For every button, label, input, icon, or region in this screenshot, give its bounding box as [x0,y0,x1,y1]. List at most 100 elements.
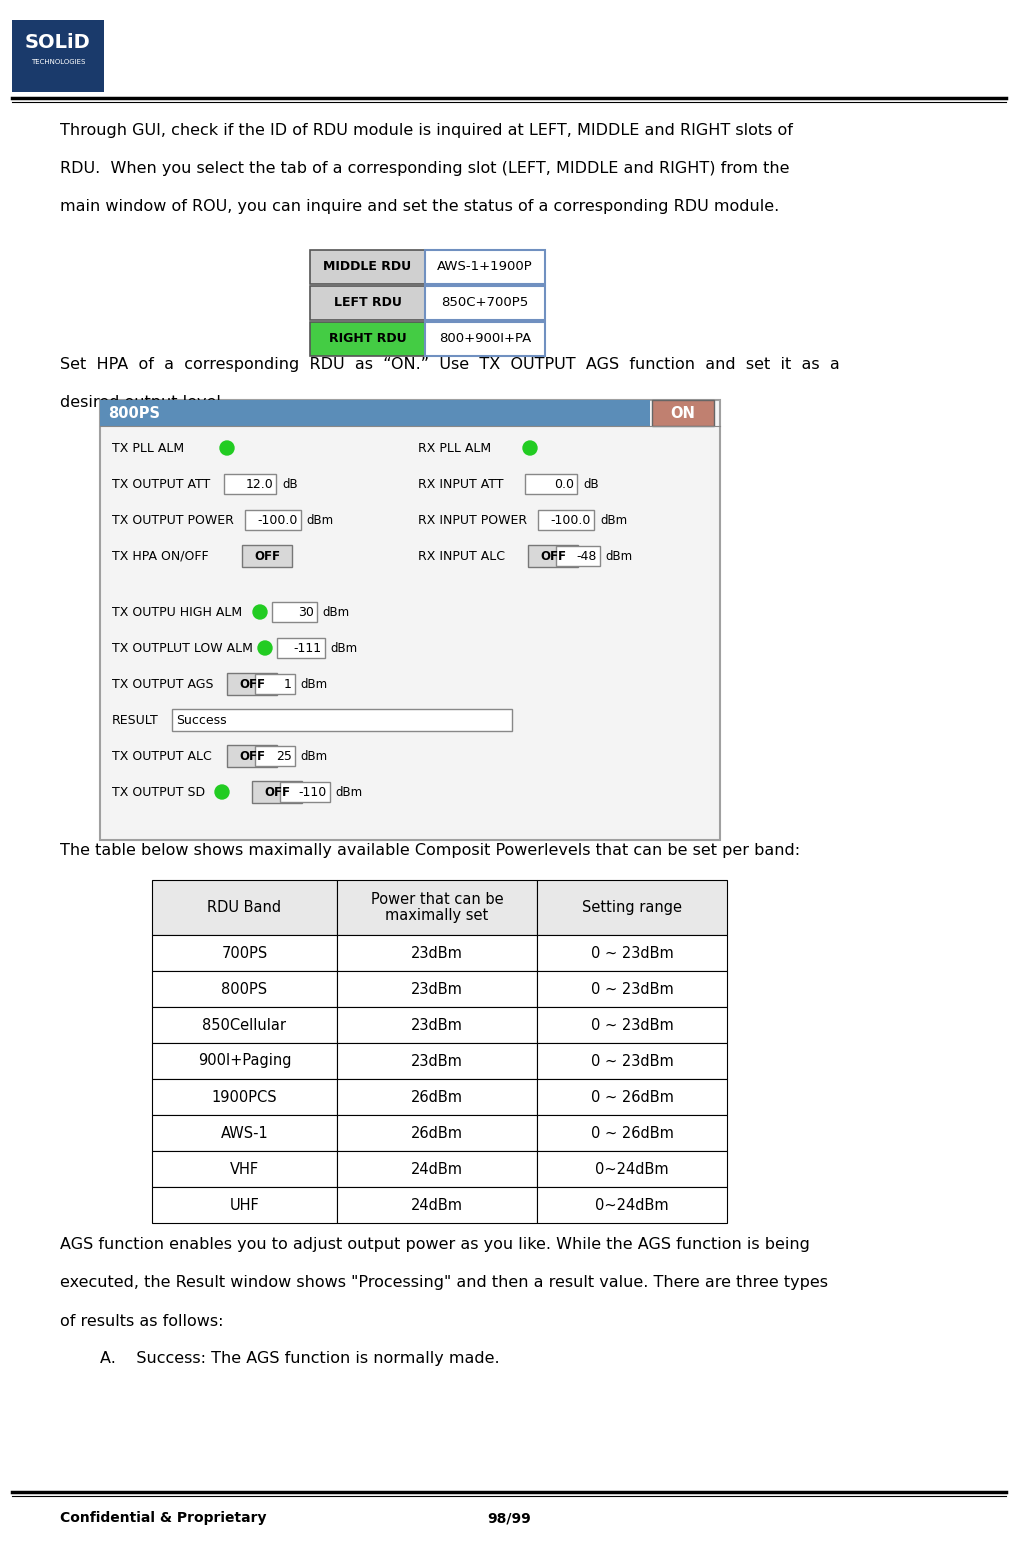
Text: RESULT: RESULT [112,713,159,727]
Text: RX INPUT POWER: RX INPUT POWER [418,513,527,527]
Text: RX INPUT ATT: RX INPUT ATT [418,477,504,490]
Text: RIGHT RDU: RIGHT RDU [329,332,406,345]
Circle shape [220,441,234,456]
Text: dBm: dBm [322,605,349,618]
Bar [310,321,425,356]
Bar [425,285,545,320]
Circle shape [253,605,267,619]
Text: 23dBm: 23dBm [411,981,463,997]
Text: -111: -111 [294,641,322,655]
Bar [337,880,538,934]
Text: 800+900I+PA: 800+900I+PA [439,332,531,345]
Text: executed, the Result window shows "Processing" and then a result value. There ar: executed, the Result window shows "Proce… [60,1276,828,1290]
Bar [152,934,337,970]
Bar [538,880,727,934]
Text: dBm: dBm [605,549,632,563]
Bar [525,474,577,495]
Bar [425,250,545,284]
Text: 0 ~ 23dBm: 0 ~ 23dBm [590,1017,673,1033]
Bar [152,1080,337,1115]
Text: dBm: dBm [335,786,362,799]
Circle shape [523,441,538,456]
Text: AWS-1: AWS-1 [221,1125,269,1140]
Text: 98/99: 98/99 [488,1512,530,1526]
Text: OFF: OFF [239,749,265,763]
Text: MIDDLE RDU: MIDDLE RDU [324,261,411,273]
Bar [252,782,302,803]
Text: 26dBm: 26dBm [411,1089,463,1104]
Bar [272,602,317,622]
Bar [310,250,425,284]
Bar [152,970,337,1008]
Text: 0.0: 0.0 [554,477,574,490]
Bar [227,746,277,768]
Text: 900I+Paging: 900I+Paging [197,1053,291,1069]
Text: Success: Success [176,713,227,727]
Text: 0 ~ 26dBm: 0 ~ 26dBm [590,1125,674,1140]
Text: 24dBm: 24dBm [411,1162,463,1176]
Text: RDU.  When you select the tab of a corresponding slot (LEFT, MIDDLE and RIGHT) f: RDU. When you select the tab of a corres… [60,161,790,176]
Bar [337,1008,538,1044]
Bar [538,1151,727,1187]
Bar [538,1044,727,1080]
Bar [538,970,727,1008]
Text: TECHNOLOGIES: TECHNOLOGIES [31,59,86,66]
Text: VHF: VHF [230,1162,259,1176]
Bar [280,782,330,802]
Text: Setting range: Setting range [582,900,682,916]
Text: 25: 25 [276,749,292,763]
Text: Confidential & Proprietary: Confidential & Proprietary [60,1512,267,1526]
Bar [337,1044,538,1080]
Text: TX OUTPUT SD: TX OUTPUT SD [112,786,205,799]
Text: dBm: dBm [330,641,357,655]
Bar [337,970,538,1008]
Text: TX OUTPU HIGH ALM: TX OUTPU HIGH ALM [112,605,242,618]
Text: OFF: OFF [239,677,265,691]
Circle shape [258,641,272,655]
Text: 24dBm: 24dBm [411,1198,463,1212]
Text: TX OUTPUT AGS: TX OUTPUT AGS [112,677,214,691]
Text: Through GUI, check if the ID of RDU module is inquired at LEFT, MIDDLE and RIGHT: Through GUI, check if the ID of RDU modu… [60,123,793,137]
Text: dBm: dBm [300,677,327,691]
Bar [337,934,538,970]
Text: dBm: dBm [306,513,333,527]
Text: dB: dB [282,477,297,490]
Text: TX PLL ALM: TX PLL ALM [112,441,184,454]
Bar [337,1187,538,1223]
Text: dBm: dBm [300,749,327,763]
Text: UHF: UHF [230,1198,260,1212]
Bar [100,399,651,426]
Text: 0 ~ 23dBm: 0 ~ 23dBm [590,981,673,997]
Text: -100.0: -100.0 [551,513,591,527]
Bar [337,1151,538,1187]
Text: 800PS: 800PS [108,406,160,421]
Text: RX INPUT ALC: RX INPUT ALC [418,549,505,563]
Text: 23dBm: 23dBm [411,945,463,961]
Bar [172,708,512,732]
Text: TX OUTPLUT LOW ALM: TX OUTPLUT LOW ALM [112,641,252,655]
Text: 0~24dBm: 0~24dBm [596,1198,669,1212]
Text: OFF: OFF [540,549,566,563]
Bar [337,1080,538,1115]
Bar [152,1151,337,1187]
Text: -48: -48 [576,549,597,563]
Text: 30: 30 [298,605,314,618]
Bar [245,510,301,530]
Text: ON: ON [671,406,695,421]
Text: AWS-1+1900P: AWS-1+1900P [437,261,532,273]
Text: AGS function enables you to adjust output power as you like. While the AGS funct: AGS function enables you to adjust outpu… [60,1237,810,1253]
Bar [152,880,337,934]
Bar [100,399,720,839]
Text: LEFT RDU: LEFT RDU [334,296,401,309]
Text: main window of ROU, you can inquire and set the status of a corresponding RDU mo: main window of ROU, you can inquire and … [60,198,779,214]
Text: Set  HPA  of  a  corresponding  RDU  as  “ON.”  Use  TX  OUTPUT  AGS  function  : Set HPA of a corresponding RDU as “ON.” … [60,357,840,373]
Text: TX OUTPUT ATT: TX OUTPUT ATT [112,477,211,490]
Text: RDU Band: RDU Band [208,900,282,916]
Text: 700PS: 700PS [221,945,268,961]
Bar [538,1080,727,1115]
Text: 0 ~ 23dBm: 0 ~ 23dBm [590,1053,673,1069]
Bar [538,934,727,970]
Text: maximally set: maximally set [386,908,489,924]
Bar [242,544,292,566]
Text: dBm: dBm [600,513,627,527]
